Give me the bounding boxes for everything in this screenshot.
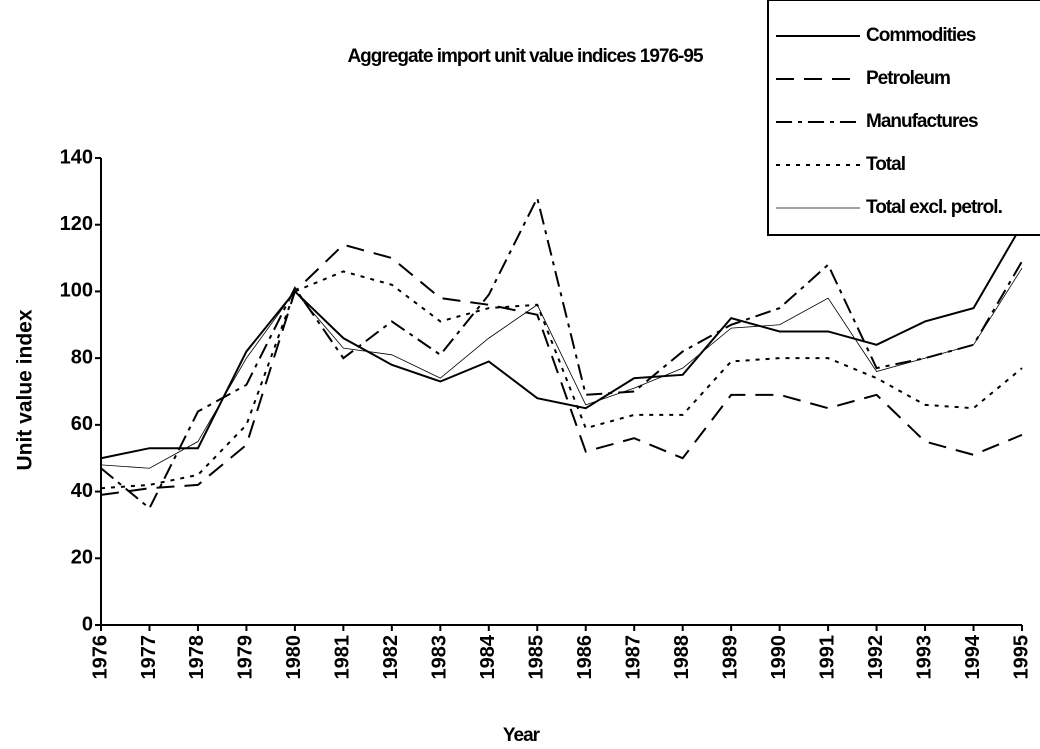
x-tick-label: 1994 [962, 634, 984, 679]
legend-label: Commodities [866, 25, 976, 46]
x-tick-label: 1990 [768, 635, 790, 680]
x-tick-label: 1995 [1010, 635, 1032, 680]
y-tick-label: 80 [71, 346, 93, 368]
y-tick-label: 60 [71, 413, 93, 435]
x-tick-label: 1982 [380, 635, 402, 680]
x-tick-label: 1991 [816, 635, 838, 680]
legend-label: Petroleum [866, 68, 950, 89]
x-tick-label: 1986 [574, 635, 596, 680]
x-tick-label: 1980 [283, 635, 305, 680]
legend-label: Manufactures [866, 111, 978, 132]
y-tick-label: 120 [60, 213, 93, 235]
y-tick-label: 40 [71, 480, 93, 502]
series-line [100, 270, 1023, 490]
x-tick-label: 1979 [235, 635, 257, 680]
x-axis-label: Year [503, 725, 541, 746]
x-tick-label: 1978 [186, 635, 208, 680]
x-tick-label: 1989 [719, 635, 741, 680]
y-axis-label: Unit value index [14, 309, 37, 470]
x-tick-label: 1981 [332, 635, 354, 680]
x-tick-label: 1983 [429, 635, 451, 680]
y-tick-label: 140 [60, 146, 93, 168]
x-tick-label: 1984 [477, 634, 499, 679]
series-line [100, 267, 1023, 469]
chart-title: Aggregate import unit value indices 1976… [347, 46, 703, 67]
y-tick-label: 0 [82, 613, 93, 635]
y-tick-label: 20 [71, 547, 93, 569]
legend-label: Total excl. petrol. [866, 197, 1002, 218]
x-tick-label: 1988 [671, 635, 693, 680]
x-tick-label: 1993 [913, 635, 935, 680]
series-line [100, 224, 1023, 460]
x-tick-label: 1992 [865, 635, 887, 680]
x-tick-label: 1987 [622, 635, 644, 680]
legend-label: Total [866, 154, 905, 175]
legend-box [767, 0, 1040, 236]
x-tick-label: 1976 [89, 635, 111, 680]
x-tick-label: 1985 [526, 635, 548, 680]
y-tick-label: 100 [60, 280, 93, 302]
series-line [100, 195, 1023, 510]
series-line [100, 243, 1023, 496]
x-tick-label: 1977 [138, 635, 160, 680]
